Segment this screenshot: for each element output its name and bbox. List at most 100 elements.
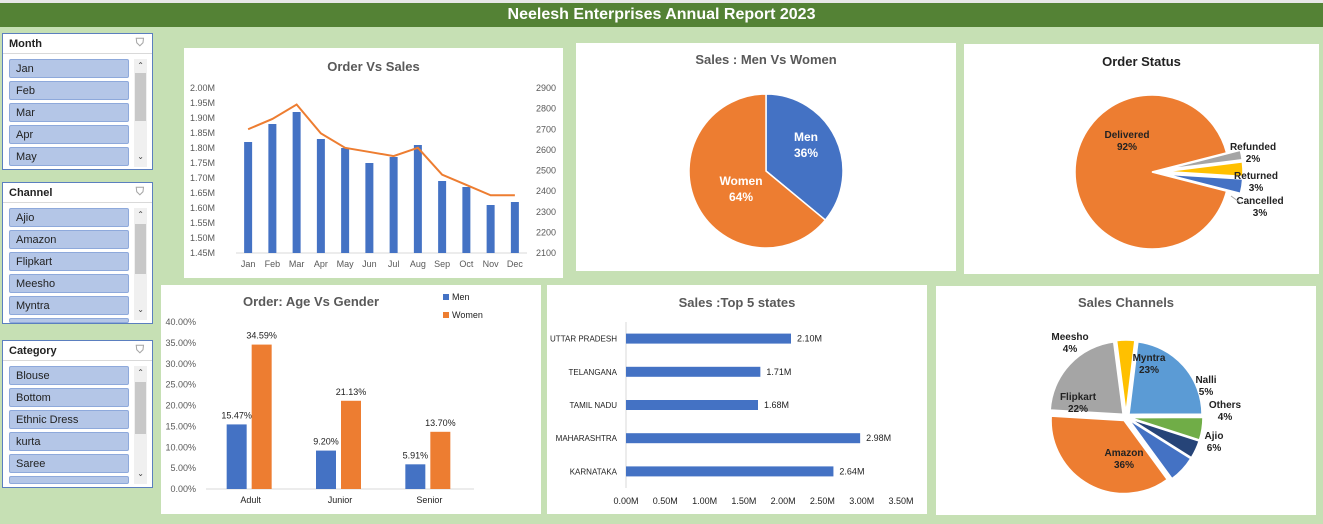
y2-tick-label: 2400 (536, 186, 556, 196)
bar-state (626, 433, 861, 444)
data-label: 21.13% (336, 387, 367, 397)
pie-slice (1115, 339, 1136, 414)
scroll-down-icon[interactable]: ⌄ (137, 469, 144, 478)
channel-slicer[interactable]: Channel ⛉ Ajio Amazon Flipkart Meesho Myn… (2, 182, 153, 324)
month-slicer-header: Month ⛉ (3, 34, 152, 54)
slicer-item-month[interactable]: Jan (9, 59, 129, 78)
order-status-chart[interactable]: Order Status Delivered 92% Refunded 2% Retur… (964, 44, 1319, 274)
pie-slice (1128, 419, 1192, 480)
x-tick-label: 2.50M (810, 496, 835, 506)
clear-filter-icon[interactable]: ⛉ (135, 37, 144, 49)
x-tick-label: Junior (328, 495, 353, 505)
y-tick-label: 0.00% (170, 484, 196, 494)
x-tick-label: Sep (434, 259, 450, 269)
order-vs-sales-chart[interactable]: Order Vs Sales 2.00M 1.95M 1.90M 1.85M 1.80M… (184, 48, 563, 278)
slice-label: Men (794, 130, 818, 144)
legend-swatch (443, 312, 449, 318)
sales-channels-chart[interactable]: Sales Channels Myntra 23% Nalli 5% Others 4% A… (936, 286, 1316, 515)
data-label: 1.68M (764, 400, 789, 410)
bar-state (626, 400, 758, 410)
slice-value: 92% (1117, 142, 1137, 153)
pie-slice (1050, 415, 1169, 495)
bar-orders (292, 112, 301, 253)
scroll-up-icon[interactable]: ⌃ (137, 210, 144, 219)
slicer-item-month[interactable]: Feb (9, 81, 129, 100)
slice-value: 3% (1249, 183, 1264, 194)
slice-value: 64% (729, 190, 753, 204)
slicer-item-month[interactable]: Apr (9, 125, 129, 144)
bar-orders (365, 163, 374, 253)
data-label: 2.98M (866, 433, 891, 443)
slicer-item-category[interactable]: Bottom (9, 388, 129, 407)
slicer-item-partial[interactable] (9, 318, 129, 323)
y-tick-label: 35.00% (165, 338, 196, 348)
slicer-item-channel[interactable]: Flipkart (9, 252, 129, 271)
men-vs-women-chart[interactable]: Sales : Men Vs Women Men 36% Women 64% (576, 43, 956, 271)
scroll-down-icon[interactable]: ⌄ (137, 152, 144, 161)
x-tick-label: 3.00M (849, 496, 874, 506)
x-tick-label: Senior (416, 495, 442, 505)
y-tick-label: 2.00M (190, 83, 215, 93)
bar-orders (316, 139, 325, 253)
chart-title: Order Status (1102, 54, 1181, 69)
chart-title: Sales :Top 5 states (678, 295, 796, 310)
scroll-down-icon[interactable]: ⌄ (137, 305, 144, 314)
x-tick-label: Adult (240, 495, 261, 505)
x-tick-label: 3.50M (888, 496, 913, 506)
x-tick-label: Nov (483, 259, 500, 269)
y-tick-label: MAHARASHTRA (556, 434, 618, 443)
x-tick-label: Aug (410, 259, 426, 269)
scrollbar-thumb[interactable] (135, 224, 146, 274)
bar-orders (413, 145, 422, 253)
clear-filter-icon[interactable]: ⛉ (135, 186, 144, 198)
top5-states-chart[interactable]: Sales :Top 5 states 0.00M 0.50M 1.00M 1.50M… (547, 285, 927, 514)
y-tick-label: UTTAR PRADESH (550, 335, 617, 344)
y-tick-label: 1.70M (190, 173, 215, 183)
slicer-item-channel[interactable]: Myntra (9, 296, 129, 315)
age-vs-gender-chart[interactable]: Order: Age Vs Gender 40.00% 35.00% 30.00% 2… (161, 285, 541, 514)
scroll-up-icon[interactable]: ⌃ (137, 61, 144, 70)
slice-value: 4% (1063, 344, 1078, 355)
pie-slice (1165, 161, 1244, 178)
scrollbar[interactable] (134, 59, 147, 167)
y-tick-label: 40.00% (165, 317, 196, 327)
y-tick-label: TELANGANA (569, 368, 618, 377)
y-tick-label: 1.75M (190, 158, 215, 168)
slicer-item-month[interactable]: Mar (9, 103, 129, 122)
slice-label: Refunded (1230, 142, 1276, 153)
scrollbar[interactable] (134, 208, 147, 320)
legend-label: Men (452, 292, 470, 302)
slicer-item-channel[interactable]: Meesho (9, 274, 129, 293)
y-tick-label: 1.85M (190, 128, 215, 138)
slicer-item-category[interactable]: Blouse (9, 366, 129, 385)
y2-tick-label: 2600 (536, 145, 556, 155)
slicer-item-channel[interactable]: Amazon (9, 230, 129, 249)
slice-label: Meesho (1051, 332, 1088, 343)
pie-slice (1165, 149, 1243, 171)
y2-tick-label: 2300 (536, 207, 556, 217)
clear-filter-icon[interactable]: ⛉ (135, 344, 144, 356)
scrollbar-thumb[interactable] (135, 382, 146, 434)
data-label: 13.70% (425, 418, 456, 428)
scrollbar-thumb[interactable] (135, 73, 146, 121)
scrollbar[interactable] (134, 366, 147, 484)
slicer-item-category[interactable]: Saree (9, 454, 129, 473)
channel-slicer-header: Channel ⛉ (3, 183, 152, 203)
scroll-up-icon[interactable]: ⌃ (137, 368, 144, 377)
slicer-item-channel[interactable]: Ajio (9, 208, 129, 227)
slice-value: 5% (1199, 387, 1214, 398)
x-tick-label: 0.00M (613, 496, 638, 506)
slicer-item-month[interactable]: May (9, 147, 129, 166)
slice-value: 36% (1114, 460, 1134, 471)
y-tick-label: 1.55M (190, 218, 215, 228)
slicer-item-category[interactable]: kurta (9, 432, 129, 451)
x-tick-label: May (337, 259, 355, 269)
slicer-item-category[interactable]: Ethnic Dress (9, 410, 129, 429)
slicer-item-partial[interactable] (9, 476, 129, 484)
category-slicer[interactable]: Category ⛉ Blouse Bottom Ethnic Dress kur… (2, 340, 153, 488)
x-tick-label: Jul (388, 259, 400, 269)
bar-women (430, 431, 451, 489)
x-tick-label: 0.50M (653, 496, 678, 506)
slice-value: 6% (1207, 443, 1222, 454)
month-slicer[interactable]: Month ⛉ Jan Feb Mar Apr May ⌃ ⌄ (2, 33, 153, 170)
